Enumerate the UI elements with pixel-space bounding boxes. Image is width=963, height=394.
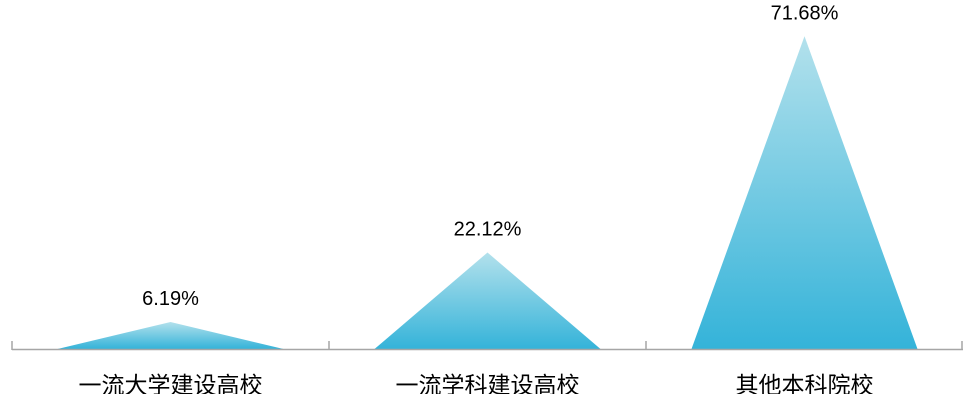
data-label-3: 71.68% bbox=[771, 2, 839, 24]
bar-3 bbox=[691, 36, 918, 350]
bars-layer bbox=[57, 36, 918, 350]
category-label-1: 一流大学建设高校 bbox=[79, 373, 263, 394]
data-labels-layer: 6.19% 22.12% 71.68% bbox=[142, 2, 838, 310]
bar-1 bbox=[57, 321, 284, 349]
data-label-2: 22.12% bbox=[454, 219, 522, 241]
data-label-1: 6.19% bbox=[142, 288, 199, 310]
category-labels-layer: 一流大学建设高校 一流学科建设高校 其他本科院校 bbox=[79, 373, 874, 394]
category-label-3: 其他本科院校 bbox=[736, 373, 874, 394]
x-axis bbox=[11, 341, 963, 351]
category-label-2: 一流学科建设高校 bbox=[396, 373, 580, 394]
bar-2 bbox=[374, 252, 601, 349]
